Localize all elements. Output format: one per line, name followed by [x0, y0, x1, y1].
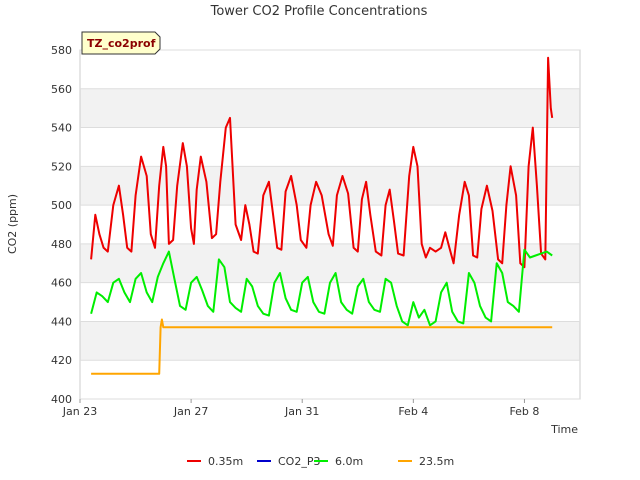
- y-tick-label: 540: [51, 122, 72, 135]
- x-tick-label: Jan 31: [284, 405, 319, 418]
- site-badge-box: [81, 31, 161, 55]
- legend-label: 23.5m: [419, 455, 454, 468]
- x-axis-label: Time: [550, 423, 578, 436]
- x-tick-label: Feb 4: [398, 405, 428, 418]
- y-axis-label: CO2 (ppm): [6, 194, 19, 254]
- x-axis-ticks: Jan 23 Jan 27 Jan 31 Feb 4 Feb 8: [62, 399, 539, 418]
- grid-band: [80, 243, 580, 283]
- grid-band: [80, 166, 580, 206]
- y-tick-label: 400: [51, 393, 72, 406]
- series-lines: [90, 56, 554, 375]
- chart-title: Tower CO2 Profile Concentrations: [210, 4, 428, 19]
- legend-label: CO2_P3: [278, 455, 320, 468]
- legend-item: 23.5m: [398, 455, 454, 468]
- legend-label: 0.35m: [208, 455, 243, 468]
- x-tick-label: Feb 8: [509, 405, 539, 418]
- y-tick-label: 500: [51, 199, 72, 212]
- y-tick-label: 580: [51, 44, 72, 57]
- y-tick-label: 520: [51, 160, 72, 173]
- site-badge: TZ_co2prof: [81, 31, 161, 55]
- x-tick-label: Jan 27: [173, 405, 208, 418]
- x-tick-label: Jan 23: [62, 405, 97, 418]
- site-badge-text: TZ_co2prof: [87, 37, 156, 50]
- series-line-0-35m: [90, 56, 554, 269]
- y-tick-label: 440: [51, 315, 72, 328]
- legend-item: 6.0m: [314, 455, 363, 468]
- y-tick-label: 420: [51, 354, 72, 367]
- y-tick-label: 480: [51, 238, 72, 251]
- grid-band: [80, 88, 580, 128]
- series-line-6-0m: [90, 248, 553, 327]
- y-axis-ticks: 400 420 440 460 480 500 520 540 560 580: [51, 44, 72, 406]
- legend-item: CO2_P3: [257, 455, 320, 468]
- legend-label: 6.0m: [335, 455, 363, 468]
- y-tick-label: 560: [51, 83, 72, 96]
- y-tick-label: 460: [51, 277, 72, 290]
- series-line-23-5m: [91, 318, 553, 375]
- legend-item: 0.35m: [187, 455, 243, 468]
- legend: 0.35m CO2_P3 6.0m 23.5m: [187, 455, 454, 468]
